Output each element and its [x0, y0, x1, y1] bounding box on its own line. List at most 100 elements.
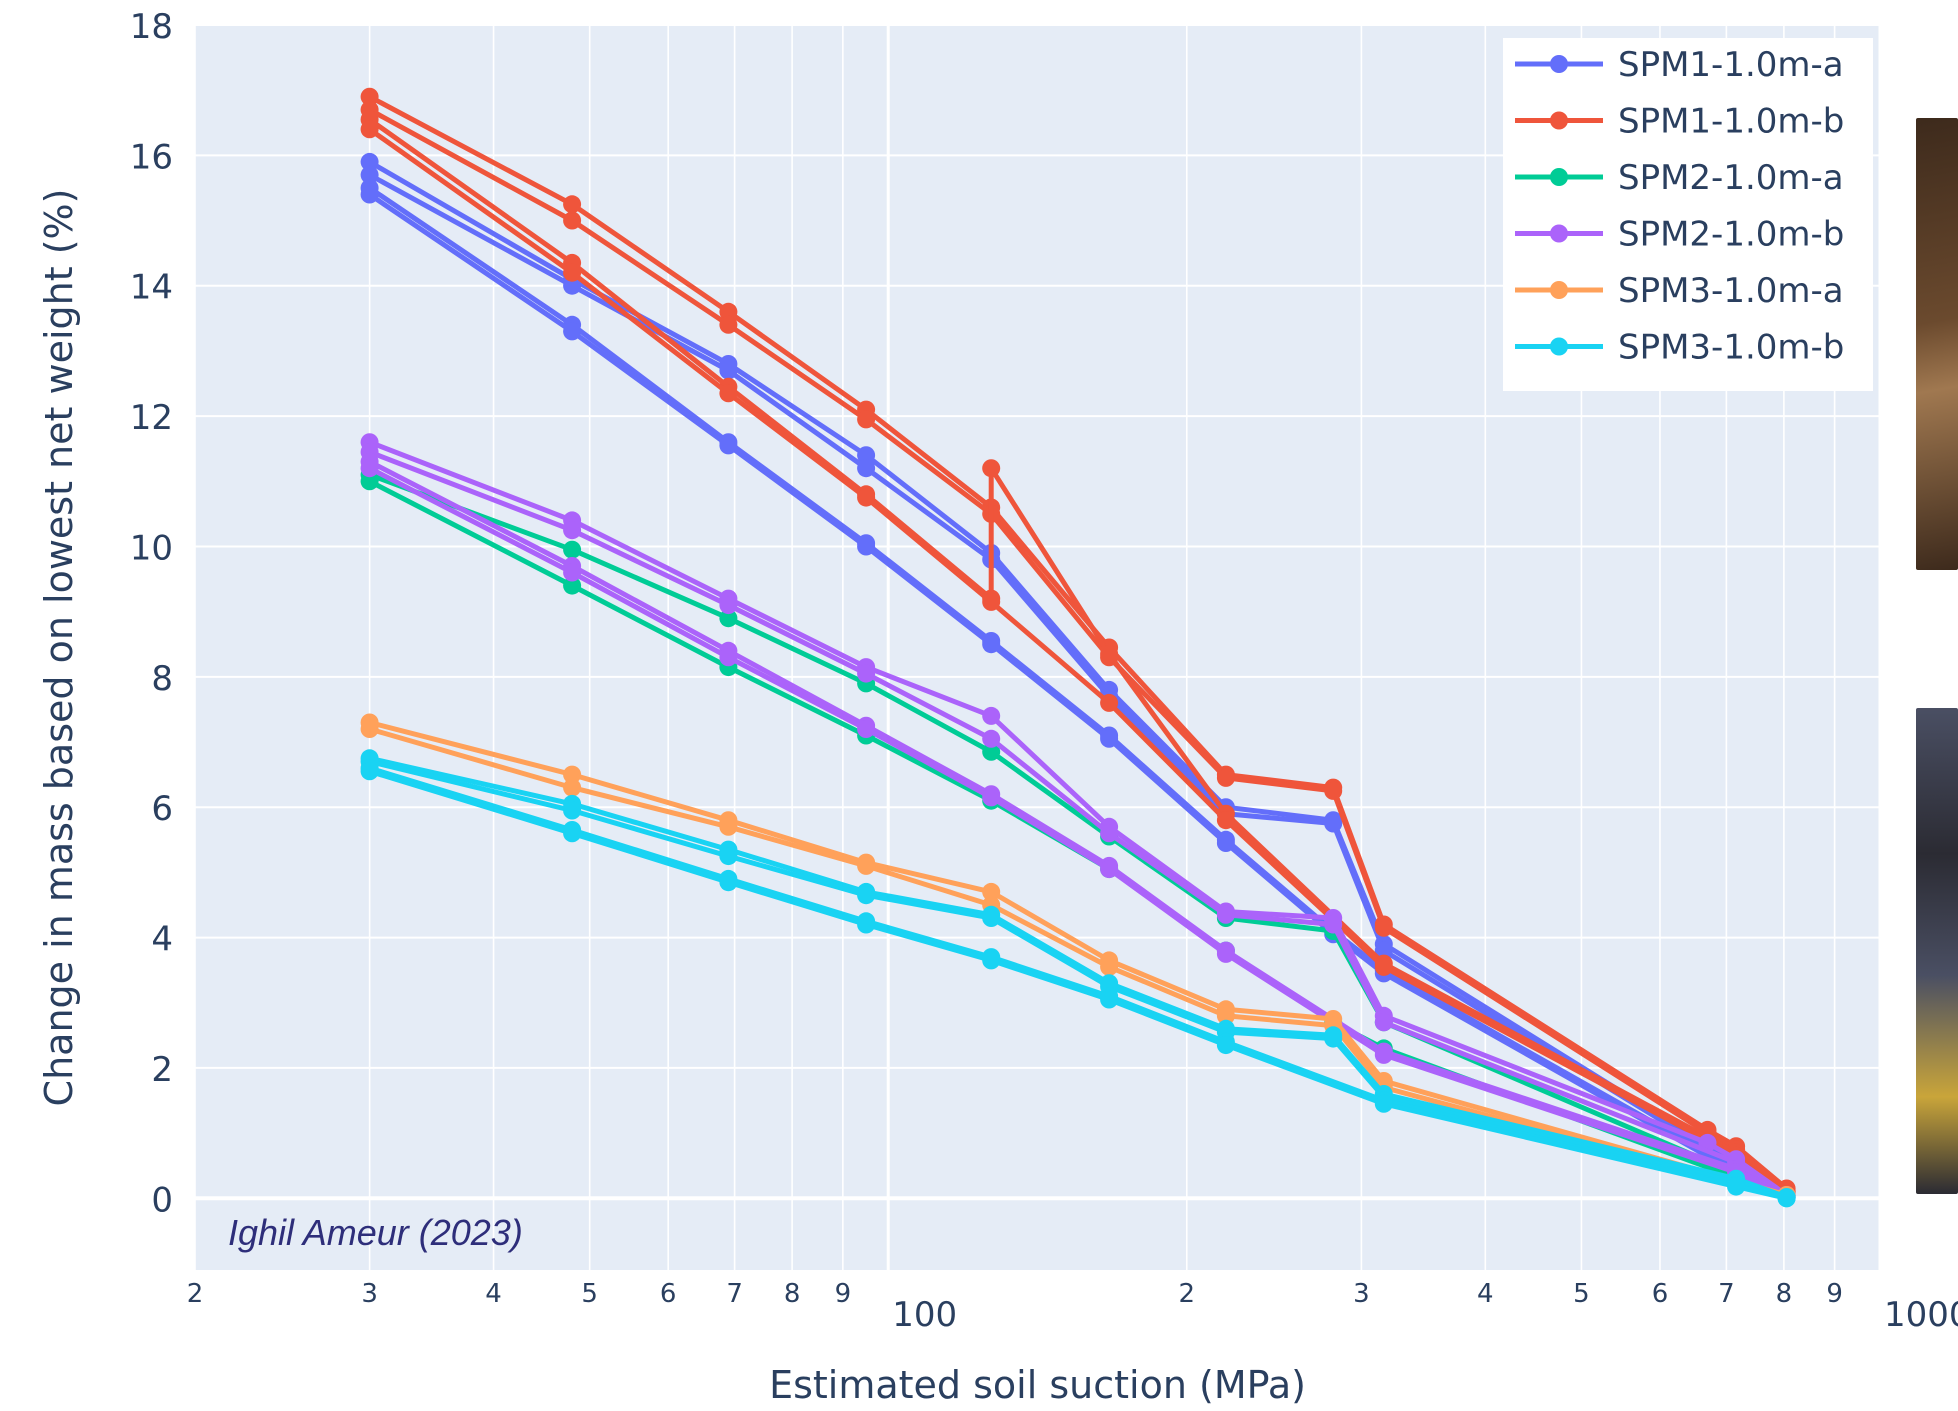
y-tick-label: 4 — [151, 920, 173, 960]
data-point — [563, 765, 582, 784]
data-point — [1374, 941, 1393, 960]
legend-item[interactable]: SPM1-1.0m-a — [1515, 45, 1844, 85]
legend-item[interactable]: SPM3-1.0m-a — [1515, 271, 1844, 311]
data-point — [719, 384, 738, 403]
legend-swatch-marker — [1550, 111, 1568, 130]
series-line — [368, 720, 1788, 1198]
data-point — [563, 778, 582, 797]
data-point — [719, 436, 738, 455]
data-point — [1216, 944, 1235, 963]
data-point — [360, 459, 379, 478]
data-point — [360, 87, 379, 106]
data-point — [360, 165, 379, 184]
data-point — [360, 152, 379, 171]
x-tick-label: 3 — [1353, 1279, 1370, 1309]
data-point — [857, 488, 876, 507]
x-tick-label: 8 — [1776, 1279, 1793, 1309]
data-point — [1100, 860, 1119, 879]
legend-item[interactable]: SPM2-1.0m-b — [1515, 215, 1844, 255]
x-tick-label: 6 — [660, 1279, 677, 1309]
x-tick-label: 5 — [581, 1279, 598, 1309]
data-point — [563, 211, 582, 230]
legend-swatch-marker — [1550, 224, 1568, 243]
data-point — [982, 951, 1001, 970]
legend-label: SPM3-1.0m-a — [1618, 271, 1844, 311]
legend-item[interactable]: SPM1-1.0m-b — [1515, 102, 1844, 142]
data-point — [857, 664, 876, 683]
data-point — [1324, 814, 1343, 833]
data-point — [982, 742, 1001, 761]
data-point — [719, 817, 738, 836]
legend-item[interactable]: SPM2-1.0m-a — [1515, 158, 1844, 198]
legend[interactable]: SPM1-1.0m-a SPM1-1.0m-b SPM2-1.0m-a SPM2-1.… — [1503, 38, 1873, 391]
series-SPM3-1.0m-b — [360, 749, 1796, 1208]
legend-label: SPM1-1.0m-a — [1618, 45, 1844, 85]
data-point — [1727, 1177, 1746, 1196]
y-tick-label: 14 — [130, 268, 173, 308]
data-point — [1216, 834, 1235, 852]
series-line — [368, 459, 1788, 1200]
data-point — [1777, 1189, 1796, 1208]
y-tick-label: 2 — [151, 1050, 173, 1090]
y-tick-label: 12 — [130, 398, 173, 438]
data-point — [360, 472, 379, 491]
data-point — [982, 882, 1001, 901]
data-point — [857, 886, 876, 905]
data-point — [1374, 1045, 1393, 1064]
data-point — [1216, 768, 1235, 787]
data-point — [857, 720, 876, 738]
series-line — [368, 768, 1788, 1201]
y-tick-label: 16 — [130, 137, 173, 177]
legend-swatch-marker — [1550, 55, 1568, 73]
x-tick-label: 7 — [1718, 1279, 1735, 1309]
data-point — [1324, 781, 1343, 800]
data-point — [982, 706, 1001, 725]
data-point — [1216, 811, 1235, 830]
data-point — [719, 596, 738, 615]
x-axis-label: Estimated soil suction (MPa) — [769, 1363, 1306, 1407]
data-point — [857, 856, 876, 875]
data-point — [1216, 1036, 1235, 1055]
data-point — [857, 459, 876, 478]
data-point — [1100, 957, 1119, 976]
data-point — [1374, 1013, 1393, 1032]
data-point — [857, 446, 876, 465]
y-tick-label: 8 — [151, 659, 173, 699]
data-point — [1100, 645, 1119, 663]
series-layer — [360, 87, 1796, 1208]
data-point — [1324, 1029, 1343, 1048]
data-point — [360, 185, 379, 204]
data-point — [982, 635, 1001, 654]
specimen-photo-bottom — [1916, 708, 1958, 1194]
data-point — [719, 873, 738, 892]
y-tick-label: 18 — [130, 7, 173, 47]
y-axis-ticks: 0 2 4 6 8 10 12 14 16 18 — [130, 7, 173, 1220]
y-tick-label: 10 — [130, 528, 173, 568]
legend-item[interactable]: SPM3-1.0m-b — [1515, 328, 1844, 368]
legend-label: SPM1-1.0m-b — [1618, 102, 1844, 142]
data-point — [982, 729, 1001, 748]
legend-box — [1503, 38, 1873, 391]
data-point — [857, 915, 876, 934]
data-point — [982, 592, 1001, 611]
data-point — [719, 361, 738, 380]
data-point — [982, 459, 1001, 478]
legend-label: SPM3-1.0m-b — [1618, 328, 1844, 368]
x-tick-label: 9 — [1826, 1279, 1843, 1309]
data-point — [982, 909, 1001, 927]
x-tick-label: 7 — [726, 1279, 743, 1309]
x-tick-label: 9 — [835, 1279, 852, 1309]
x-tick-label: 8 — [784, 1279, 801, 1309]
series-line — [368, 726, 1788, 1199]
data-point — [1100, 990, 1119, 1009]
data-point — [1374, 1094, 1393, 1113]
x-axis-ticks: 2 3 4 5 6 7 8 9 100 2 3 4 5 6 7 8 9 1000 — [187, 1279, 1958, 1335]
data-point — [563, 576, 582, 595]
data-point — [719, 315, 738, 334]
data-point — [1100, 824, 1119, 843]
series-line — [368, 127, 1789, 1196]
data-point — [1216, 905, 1235, 924]
x-tick-label: 4 — [485, 1279, 502, 1309]
data-point — [1374, 957, 1393, 976]
